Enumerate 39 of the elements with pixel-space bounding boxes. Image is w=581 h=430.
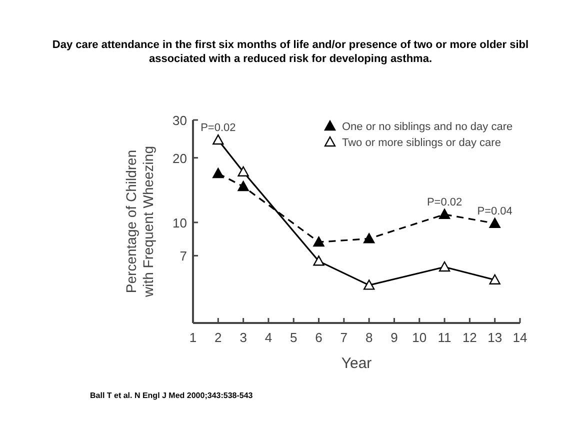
x-tick-label: 10 [412, 330, 427, 345]
point [212, 168, 224, 178]
x-tick-label: 5 [290, 330, 298, 345]
point [212, 134, 224, 145]
annotation: P=0.02 [426, 196, 462, 208]
legend-label: Two or more siblings or day care [342, 137, 501, 149]
x-axis-title: Year [341, 355, 372, 372]
annotation: P=0.02 [200, 122, 236, 134]
point [238, 180, 249, 192]
x-tick-label: 3 [240, 330, 247, 345]
y-tick-label: 10 [172, 215, 187, 230]
point [489, 274, 500, 284]
point [313, 236, 324, 247]
y-axis-title: Percentage of Children with Frequent Wheezing [123, 146, 156, 298]
x-tick-label: 12 [462, 330, 477, 345]
x-tick-label: 2 [214, 330, 222, 345]
x-tick-label: 4 [264, 330, 272, 345]
x-tick-label: 1 [189, 330, 197, 345]
x-tick-label: 14 [512, 330, 528, 345]
point [489, 218, 500, 228]
x-tick-label: 13 [488, 330, 502, 345]
point [238, 166, 249, 176]
y-tick-label: 30 [172, 113, 187, 128]
x-tick-label: 6 [315, 330, 322, 345]
x-tick-label: 7 [340, 330, 348, 345]
x-tick-label: 9 [390, 330, 398, 345]
y-tick-label: 20 [172, 150, 187, 166]
point [363, 233, 375, 244]
point [363, 280, 375, 290]
point [313, 256, 324, 266]
point [438, 261, 450, 272]
point [438, 208, 450, 219]
text: Ball T et al. N Engl J Med 2000;343:538-543 [90, 391, 254, 400]
annotation: P=0.04 [477, 205, 512, 218]
x-tick-label: 11 [438, 330, 452, 345]
chart-title: Day care attendance in the first six months of life and/or presence of two or more older sibl associated with a reduced risk for developing asthma. [52, 39, 529, 65]
y-tick-label: 7 [180, 248, 187, 264]
x-tick-label: 8 [365, 330, 373, 345]
legend-label: One or no siblings and no day care [342, 121, 513, 133]
